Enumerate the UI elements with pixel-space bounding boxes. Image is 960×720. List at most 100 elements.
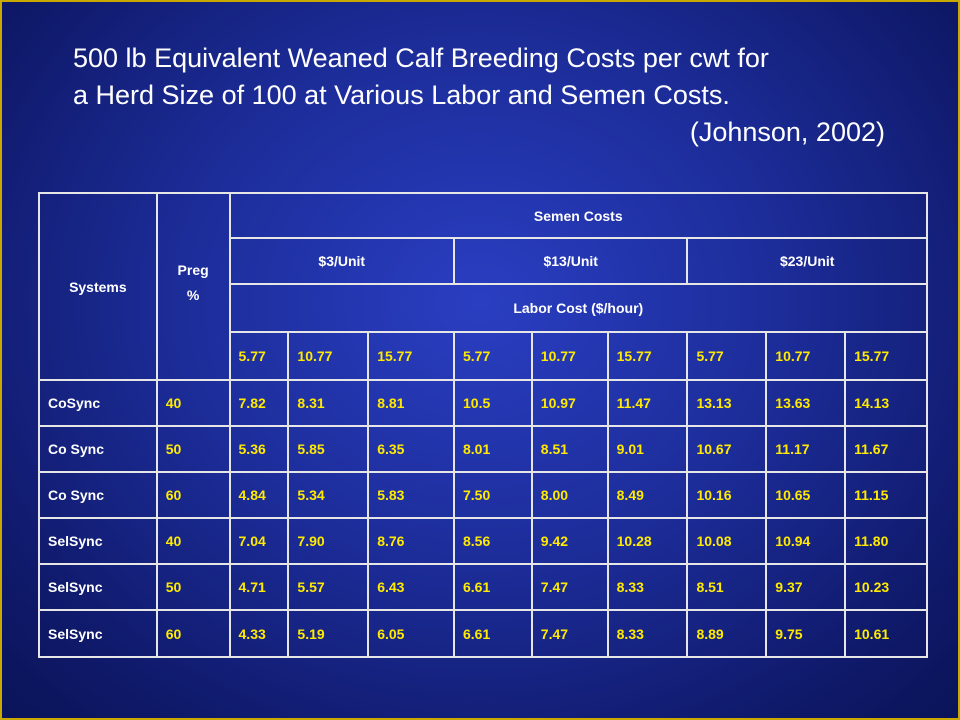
labor-value: 10.77 [765,331,847,381]
labor-cost-header: Labor Cost ($/hour) [228,283,929,333]
semen-unit-23: $23/Unit [686,237,928,285]
cost-cell: 7.04 [228,517,290,565]
system-name: SelSync [38,517,158,565]
preg-value: 50 [155,425,231,473]
cost-cell: 10.61 [844,609,928,658]
slide-title: 500 lb Equivalent Weaned Calf Breeding C… [73,40,913,151]
cost-cell: 4.84 [228,471,290,519]
labor-value: 15.77 [606,331,689,381]
cost-cell: 10.16 [686,471,768,519]
cost-cell: 10.67 [686,425,768,473]
breeding-cost-table: Systems Preg % Semen Costs $3/Unit $13/U… [38,192,929,658]
cost-cell: 7.47 [530,563,609,611]
table-row: SelSync 60 4.33 5.19 6.05 6.61 7.47 8.33… [38,609,928,658]
cost-cell: 9.01 [606,425,689,473]
cost-cell: 10.28 [606,517,689,565]
table-row: SelSync 50 4.71 5.57 6.43 6.61 7.47 8.33… [38,563,928,611]
cost-cell: 8.81 [367,379,455,427]
system-name: CoSync [38,379,158,427]
cost-cell: 10.65 [765,471,847,519]
preg-unit: % [186,286,200,303]
preg-value: 40 [155,379,231,427]
labor-value: 5.77 [228,331,290,381]
cost-cell: 7.90 [287,517,370,565]
preg-value: 40 [155,517,231,565]
cost-cell: 11.15 [844,471,928,519]
system-name: Co Sync [38,471,158,519]
system-name: SelSync [38,609,158,658]
header-row-labor: Labor Cost ($/hour) [39,283,929,333]
cost-cell: 9.37 [765,563,847,611]
cost-cell: 7.50 [453,471,533,519]
preg-value: 60 [155,609,231,658]
cost-cell: 8.56 [453,517,533,565]
cost-cell: 6.35 [367,425,455,473]
cost-cell: 10.5 [453,379,533,427]
cost-cell: 5.85 [287,425,370,473]
cost-cell: 8.49 [606,471,689,519]
table-row: CoSync 40 7.82 8.31 8.81 10.5 10.97 11.4… [38,379,928,427]
labor-value: 10.77 [530,331,609,381]
cost-cell: 11.47 [606,379,689,427]
labor-value: 5.77 [686,331,768,381]
cost-cell: 10.23 [844,563,928,611]
cost-cell: 6.43 [367,563,455,611]
cost-cell: 8.33 [606,563,689,611]
semen-costs-header: Semen Costs [228,192,929,239]
preg-value: 50 [155,563,231,611]
table-row: SelSync 40 7.04 7.90 8.76 8.56 9.42 10.2… [38,517,928,565]
system-name: Co Sync [38,425,158,473]
preg-value: 60 [155,471,231,519]
cost-cell: 6.61 [453,609,533,658]
preg-header-label: Preg % [178,262,209,312]
cost-cell: 10.97 [530,379,609,427]
citation: (Johnson, 2002) [689,117,885,147]
table-row: Co Sync 50 5.36 5.85 6.35 8.01 8.51 9.01… [38,425,928,473]
cost-cell: 8.33 [606,609,689,658]
cost-cell: 5.57 [287,563,370,611]
cost-cell: 8.89 [686,609,768,658]
cost-cell: 8.76 [367,517,455,565]
labor-values-row: 5.77 10.77 15.77 5.77 10.77 15.77 5.77 1… [39,331,928,381]
cost-cell: 11.80 [844,517,928,565]
cost-cell: 7.47 [530,609,609,658]
cost-cell: 6.05 [367,609,455,658]
cost-cell: 13.63 [765,379,847,427]
cost-cell: 8.51 [530,425,609,473]
systems-header: Systems [38,192,158,381]
semen-unit-13: $13/Unit [452,237,689,285]
cost-cell: 11.17 [765,425,847,473]
cost-cell: 5.36 [228,425,290,473]
cost-cell: 9.75 [765,609,847,658]
system-name: SelSync [38,563,158,611]
labor-value: 5.77 [453,331,533,381]
cost-cell: 8.51 [686,563,768,611]
title-line-2: a Herd Size of 100 at Various Labor and … [73,80,730,110]
header-row-units: $3/Unit $13/Unit $23/Unit [39,237,928,285]
cost-cell: 4.33 [228,609,290,658]
labor-value: 15.77 [367,331,455,381]
table-row: Co Sync 60 4.84 5.34 5.83 7.50 8.00 8.49… [38,471,928,519]
cost-cell: 5.19 [287,609,370,658]
cost-cell: 7.82 [228,379,290,427]
cost-cell: 8.31 [287,379,370,427]
labor-value: 15.77 [844,331,928,381]
labor-value: 10.77 [287,331,370,381]
preg-label: Preg [177,261,209,278]
cost-cell: 9.42 [530,517,609,565]
cost-cell: 11.67 [844,425,928,473]
cost-cell: 5.83 [367,471,455,519]
cost-cell: 8.01 [453,425,533,473]
cost-cell: 8.00 [530,471,609,519]
title-line-1: 500 lb Equivalent Weaned Calf Breeding C… [73,43,769,73]
semen-unit-3: $3/Unit [228,237,456,285]
cost-cell: 13.13 [686,379,768,427]
cost-cell: 5.34 [287,471,370,519]
cost-cell: 4.71 [228,563,290,611]
cost-cell: 14.13 [844,379,928,427]
cost-cell: 10.08 [686,517,768,565]
cost-cell: 10.94 [765,517,847,565]
preg-header: Preg % [155,192,231,381]
header-row-semen: Systems Preg % Semen Costs [38,192,929,381]
